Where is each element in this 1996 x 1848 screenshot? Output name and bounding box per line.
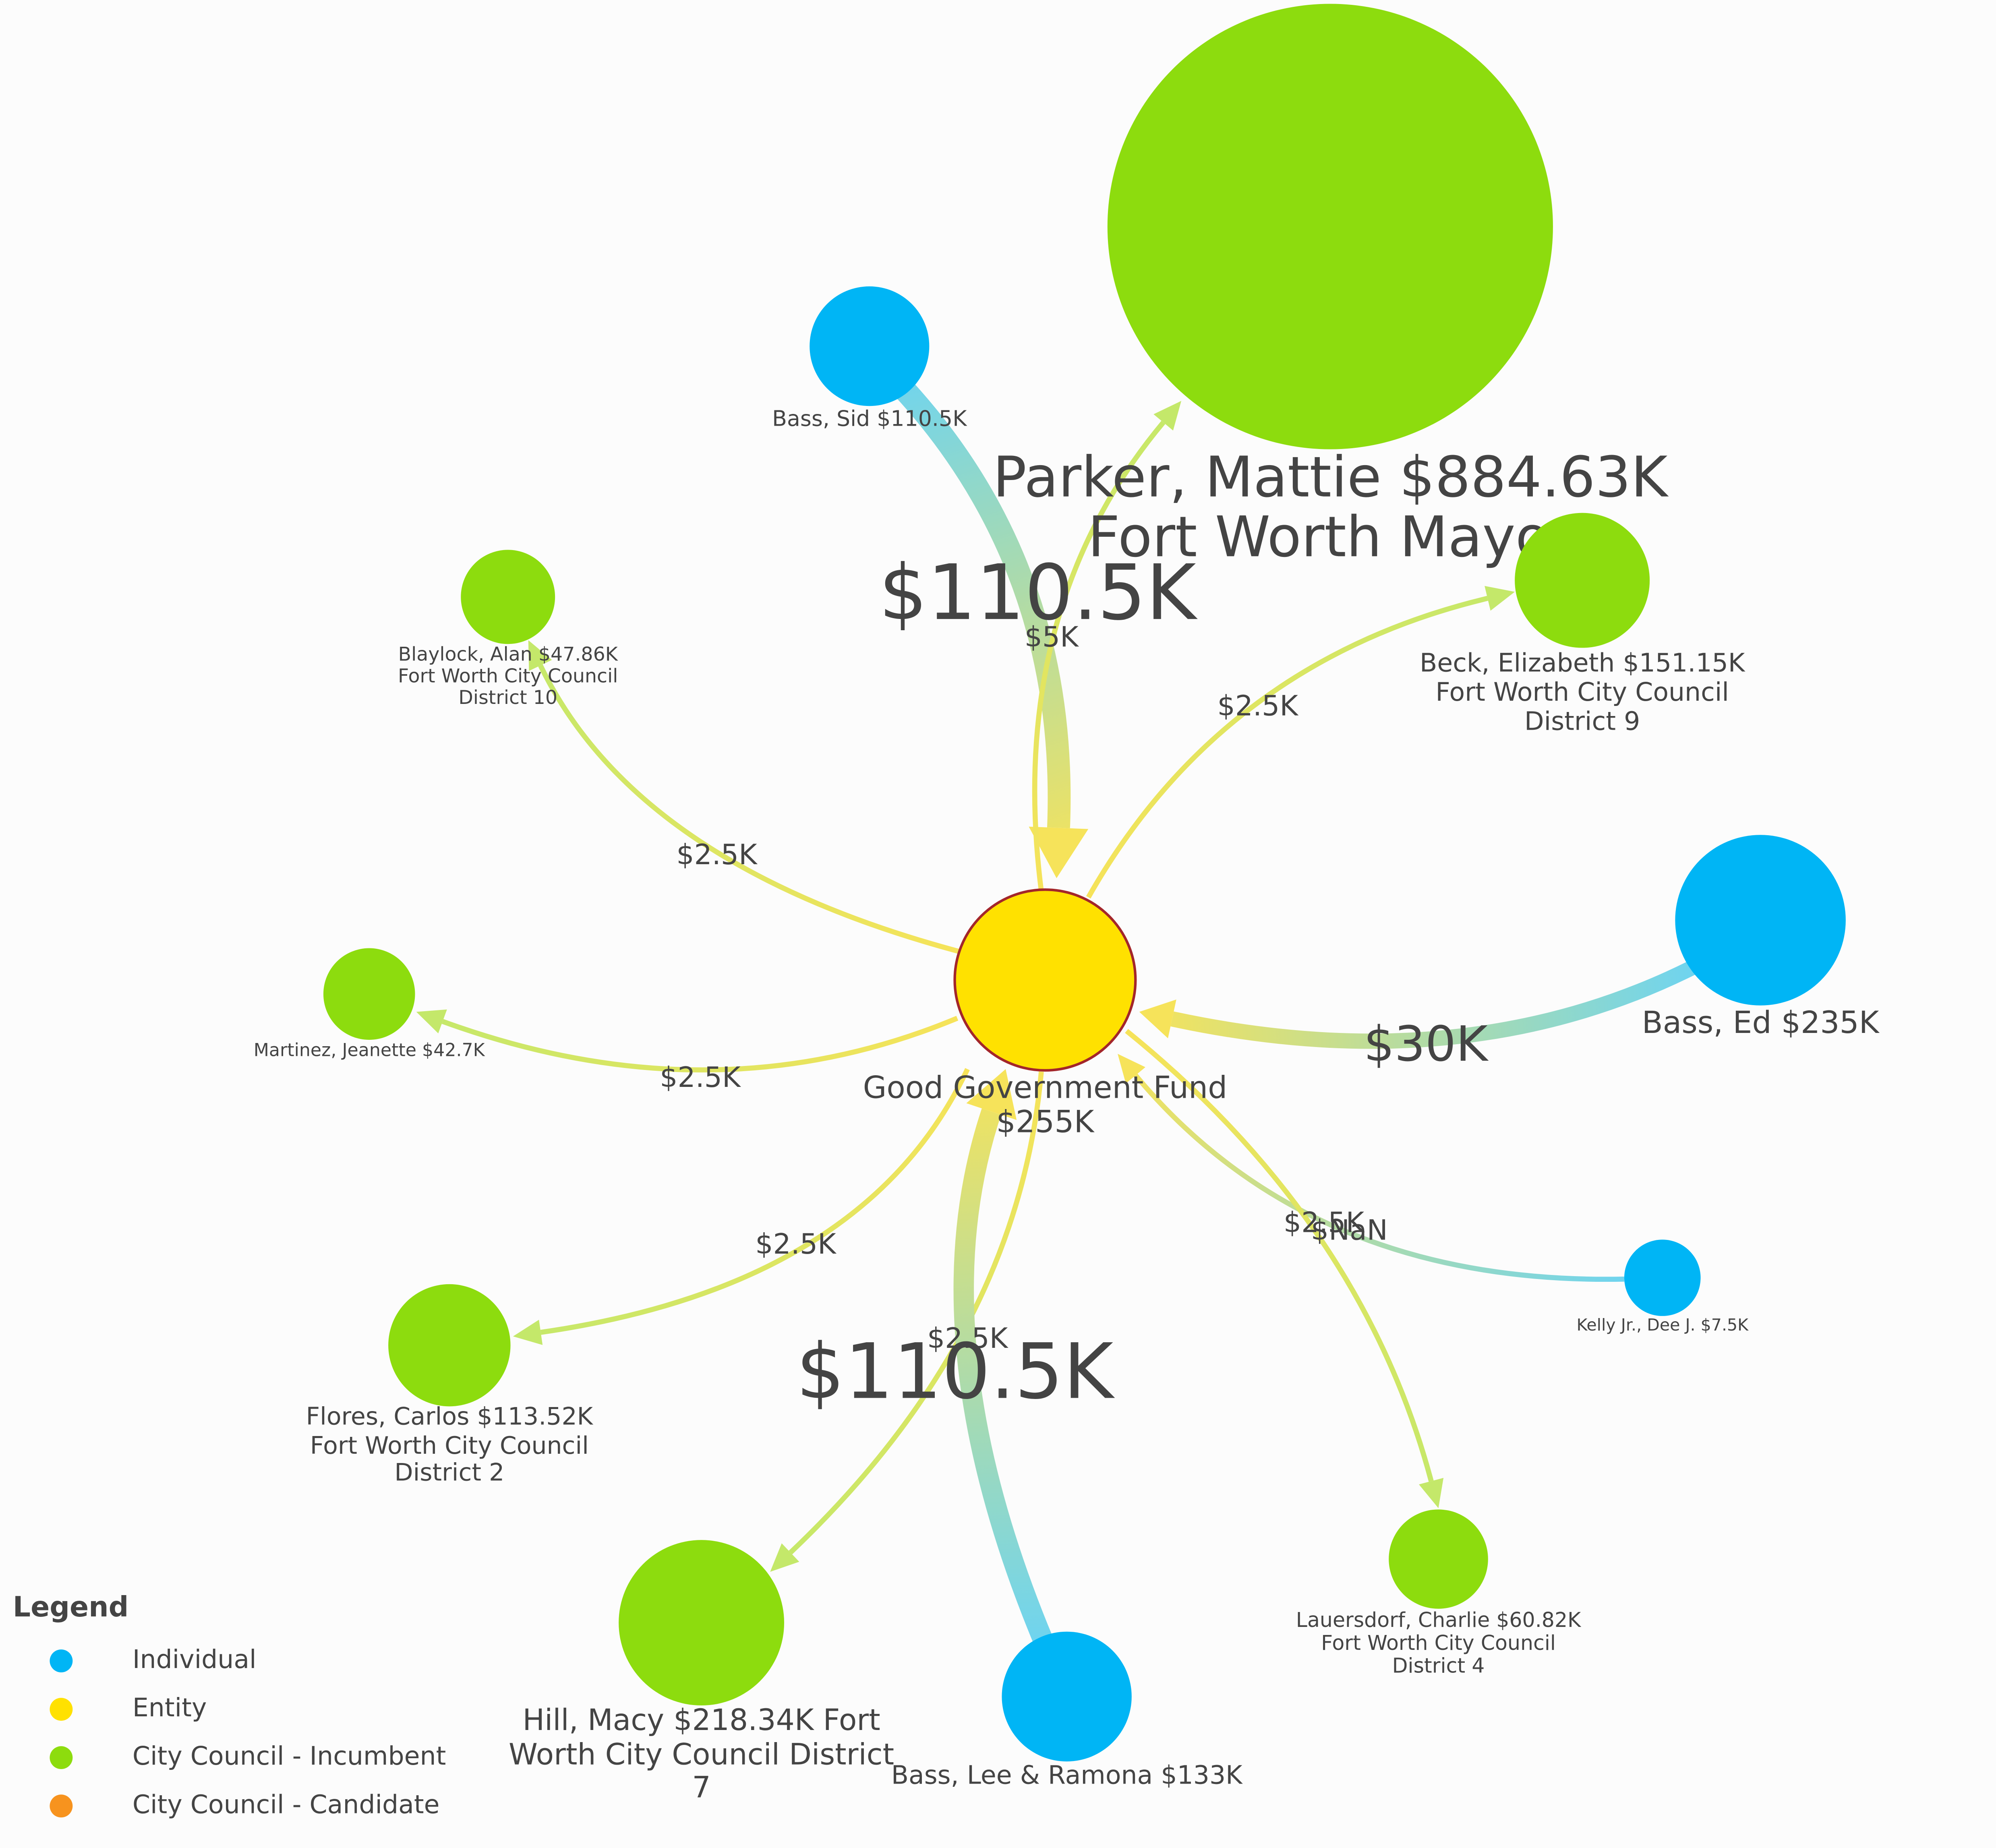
node-circle [1107,4,1553,449]
arrowhead [416,1009,447,1034]
arrowhead [1139,999,1176,1039]
node-label: Fort Worth Mayor [1088,504,1573,569]
edge-labels: $110.5K$5K$2.5K$2.5K$2.5K$30K$NaN$2.5K$2… [660,548,1489,1416]
arrowhead [513,1320,543,1345]
legend-label: Individual [133,1644,257,1674]
edge [1170,960,1697,1049]
edge [883,367,1071,828]
legend-title: Legend [13,1591,129,1623]
edge-label: $2.5K [1217,689,1299,722]
arrowhead [1419,1478,1444,1509]
node-circle [1675,835,1846,1006]
node-circle [1624,1240,1701,1316]
node-circle [953,888,1137,1072]
legend-swatch [50,1698,73,1721]
node-label: Bass, Lee & Ramona $133K [891,1760,1243,1790]
edge [441,1016,959,1073]
node-circle [388,1284,511,1407]
edge [1125,1029,1434,1482]
arrowhead [770,1543,799,1572]
edge-label: $110.5K [796,1327,1115,1416]
node-label: 7 [692,1771,710,1805]
arrowhead [1153,401,1182,431]
edges [416,367,1697,1646]
legend-swatch [50,1649,73,1672]
node-label: Bass, Ed $235K [1642,1005,1880,1040]
edge [540,1068,970,1335]
node-label: Worth City Council District [509,1738,894,1771]
node-circle [619,1540,785,1706]
edge [1032,420,1166,892]
node-circle [1515,513,1650,648]
node-label: Parker, Mattie $884.63K [993,445,1669,510]
node-circle [810,286,930,406]
edge [538,664,962,955]
edge-label: $2.5K [676,838,758,871]
node-label: District 9 [1524,706,1640,736]
node-label: Hill, Macy $218.34K Fort [522,1703,880,1737]
edge-label: $2.5K [755,1228,837,1260]
node-label: District 4 [1392,1654,1485,1678]
edge-label: $2.5K [1284,1206,1365,1239]
node-label: $255K [996,1104,1095,1140]
node-label: District 10 [458,687,557,709]
edge-label: $110.5K [879,548,1198,637]
edge [1133,1074,1625,1282]
arrowhead [966,1069,1017,1120]
node-circle [461,550,555,644]
node-circle [323,948,415,1040]
node-label: Flores, Carlos $113.52K [306,1402,594,1430]
node-label: Bass, Sid $110.5K [772,406,967,431]
node-label: District 2 [394,1458,504,1486]
edge [1086,596,1488,899]
arrowhead [1029,826,1089,878]
legend-label: City Council - Incumbent [133,1741,446,1771]
node-label: Fort Worth City Council [1321,1631,1556,1655]
edge [789,1071,1044,1554]
node-label: Martinez, Jeanette $42.7K [254,1040,485,1061]
node-label: Beck, Elizabeth $151.15K [1420,648,1745,677]
node-label: Kelly Jr., Dee J. $7.5K [1576,1315,1749,1335]
edge [953,1108,1054,1646]
node-label: Blaylock, Alan $47.86K [398,644,619,666]
arrowhead [1485,586,1515,611]
legend-swatch [50,1746,73,1769]
arrowhead [528,640,552,671]
node-label: Fort Worth City Council [1435,677,1729,707]
legend-label: City Council - Candidate [133,1789,440,1819]
edge-label: $NaN [1311,1214,1388,1246]
node-label: Fort Worth City Council [310,1432,589,1460]
edge-label: $2.5K [660,1061,741,1094]
edge-label: $30K [1364,1016,1489,1072]
node-circle [1002,1631,1132,1762]
legend-label: Entity [133,1693,207,1722]
edge-label: $5K [1025,621,1079,654]
arrowhead [1118,1053,1145,1084]
node-circle [1389,1509,1488,1609]
node-label: Fort Worth City Council [398,665,618,687]
legend-swatch [50,1794,73,1818]
node-label: Good Government Fund [863,1070,1228,1105]
node-label: Lauersdorf, Charlie $60.82K [1296,1608,1582,1632]
legend: Legend Individual Entity City Council - In… [13,1591,446,1819]
edge-label: $2.5K [927,1322,1009,1355]
